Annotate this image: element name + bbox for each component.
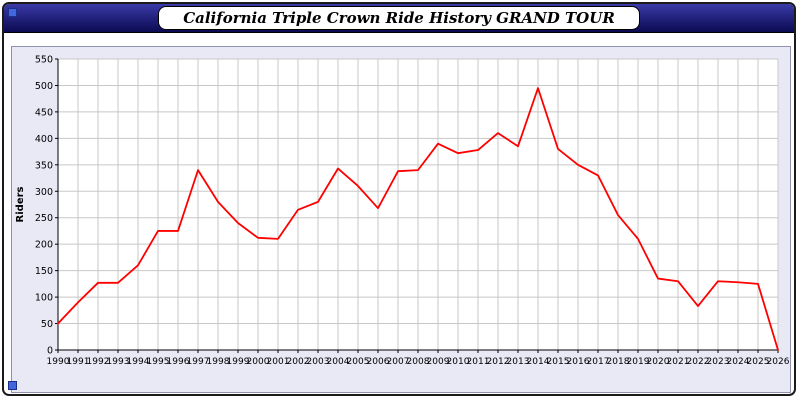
svg-text:50: 50 bbox=[41, 319, 53, 330]
svg-text:1993: 1993 bbox=[107, 357, 130, 367]
svg-text:2020: 2020 bbox=[647, 357, 670, 367]
svg-text:200: 200 bbox=[35, 240, 53, 251]
svg-text:2012: 2012 bbox=[487, 357, 510, 367]
svg-text:2018: 2018 bbox=[607, 357, 630, 367]
svg-text:2011: 2011 bbox=[467, 357, 490, 367]
svg-text:2006: 2006 bbox=[367, 357, 390, 367]
svg-text:250: 250 bbox=[35, 213, 53, 224]
svg-text:300: 300 bbox=[35, 187, 53, 198]
svg-text:350: 350 bbox=[35, 160, 53, 171]
svg-text:2005: 2005 bbox=[347, 357, 370, 367]
svg-text:1990: 1990 bbox=[47, 357, 70, 367]
svg-text:2022: 2022 bbox=[687, 357, 710, 367]
chart-grid bbox=[57, 58, 779, 351]
corner-handle-bottom-left-icon bbox=[8, 381, 17, 390]
svg-text:2024: 2024 bbox=[727, 357, 750, 367]
svg-text:2025: 2025 bbox=[747, 357, 770, 367]
svg-text:2026: 2026 bbox=[767, 357, 790, 367]
svg-text:2014: 2014 bbox=[527, 357, 550, 367]
svg-text:550: 550 bbox=[35, 55, 53, 66]
svg-text:400: 400 bbox=[35, 134, 53, 145]
y-axis-labels: 0 50 100 150 200 250 300 350 400 450 500 550 bbox=[35, 55, 53, 357]
svg-text:2009: 2009 bbox=[427, 357, 450, 367]
svg-text:1994: 1994 bbox=[127, 357, 150, 367]
svg-text:1992: 1992 bbox=[87, 357, 110, 367]
svg-text:1996: 1996 bbox=[167, 357, 190, 367]
svg-text:2003: 2003 bbox=[307, 357, 330, 367]
svg-text:1997: 1997 bbox=[187, 357, 210, 367]
svg-text:0: 0 bbox=[47, 346, 53, 357]
svg-text:2013: 2013 bbox=[507, 357, 530, 367]
svg-text:450: 450 bbox=[35, 107, 53, 118]
svg-text:2008: 2008 bbox=[407, 357, 430, 367]
svg-text:100: 100 bbox=[35, 293, 53, 304]
svg-text:1995: 1995 bbox=[147, 357, 170, 367]
svg-text:500: 500 bbox=[35, 81, 53, 92]
svg-text:2016: 2016 bbox=[567, 357, 590, 367]
svg-text:2015: 2015 bbox=[547, 357, 570, 367]
y-axis-title: Riders bbox=[15, 186, 26, 222]
svg-text:2010: 2010 bbox=[447, 357, 470, 367]
x-axis-labels: 1990199119921993199419951996199719981999… bbox=[47, 357, 790, 367]
svg-text:1998: 1998 bbox=[207, 357, 230, 367]
riders-line bbox=[57, 87, 779, 351]
svg-text:2000: 2000 bbox=[247, 357, 270, 367]
svg-text:2002: 2002 bbox=[287, 357, 310, 367]
svg-text:2023: 2023 bbox=[707, 357, 730, 367]
svg-text:2021: 2021 bbox=[667, 357, 690, 367]
svg-text:1991: 1991 bbox=[67, 357, 90, 367]
svg-text:2004: 2004 bbox=[327, 357, 350, 367]
svg-text:2001: 2001 bbox=[267, 357, 290, 367]
chart-panel: 0 50 100 150 200 250 300 350 400 450 500 550 1990 199… bbox=[11, 46, 791, 393]
title-bar: California Triple Crown Ride History GRA… bbox=[4, 4, 794, 33]
ride-history-chart: 0501001502002503003504004505005501990199… bbox=[15, 55, 790, 368]
svg-text:1999: 1999 bbox=[227, 357, 250, 367]
svg-text:2019: 2019 bbox=[627, 357, 650, 367]
chart-axes bbox=[55, 58, 779, 353]
page-title: California Triple Crown Ride History GRA… bbox=[158, 6, 640, 30]
svg-text:2007: 2007 bbox=[387, 357, 410, 367]
corner-handle-top-left-icon bbox=[8, 8, 17, 17]
svg-text:2017: 2017 bbox=[587, 357, 610, 367]
app-window: California Triple Crown Ride History GRA… bbox=[2, 2, 796, 396]
svg-text:150: 150 bbox=[35, 266, 53, 277]
